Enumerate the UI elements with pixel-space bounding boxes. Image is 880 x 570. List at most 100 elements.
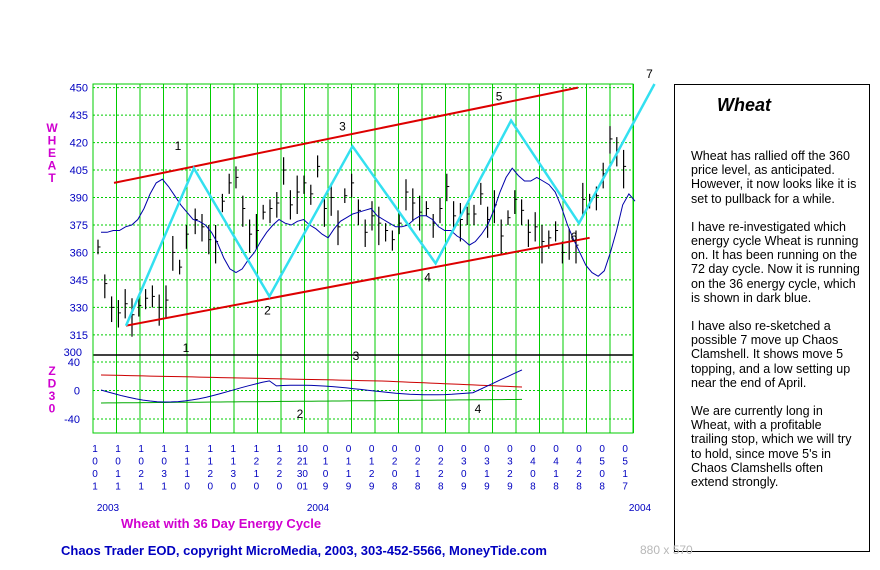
commentary-title: Wheat — [717, 95, 771, 115]
x-date-label: 0 — [369, 444, 375, 455]
x-date-label: 8 — [599, 482, 605, 493]
oscillator-move-label: 1 — [183, 341, 190, 355]
x-date-label: 0 — [207, 482, 213, 493]
x-date-label: 2 — [415, 457, 421, 468]
x-date-label: 0 — [507, 444, 513, 455]
price-tick-label: 390 — [70, 193, 88, 205]
x-date-label: 0 — [599, 444, 605, 455]
x-date-label: 3 — [484, 457, 490, 468]
x-date-label: 1 — [184, 469, 190, 480]
x-date-label: 1 — [346, 469, 352, 480]
price-tick-label: 435 — [70, 110, 88, 122]
x-date-label: 9 — [323, 482, 329, 493]
x-date-label: 4 — [530, 457, 536, 468]
plot-frame — [92, 83, 634, 434]
oscillator-tick-label: 40 — [68, 357, 80, 369]
year-label: 2003 — [97, 503, 120, 514]
x-date-label: 0 — [92, 469, 98, 480]
x-date-label: 1 — [369, 457, 375, 468]
x-date-label: 1 — [161, 482, 167, 493]
x-date-label: 0 — [553, 444, 559, 455]
price-tick-label: 330 — [70, 302, 88, 314]
price-axis-title-letter: A — [48, 159, 57, 173]
x-date-label: 3 — [461, 457, 467, 468]
oscillator-axis-title-letter: 3 — [49, 389, 56, 403]
x-date-label: 1 — [254, 469, 260, 480]
x-date-label: 1 — [254, 444, 260, 455]
x-date-label: 2 — [438, 457, 444, 468]
commentary-body: Wheat has rallied off the 360 price leve… — [691, 149, 861, 503]
cycle-move-label: 6 — [571, 230, 578, 244]
oscillator-tick-label: 0 — [74, 386, 80, 398]
price-marks: 1 2 3 4 5 6 7 — [97, 67, 656, 337]
x-date-label: 0 — [184, 482, 190, 493]
price-axis-title-letter: T — [48, 171, 56, 185]
x-date-label: 0 — [484, 444, 490, 455]
oscillator-axis-title-letter: D — [48, 377, 57, 391]
x-date-label: 21 — [297, 457, 309, 468]
x-date-label: 1 — [277, 444, 283, 455]
x-date-label: 0 — [138, 457, 144, 468]
x-date-label: 4 — [553, 457, 559, 468]
commentary-paragraph: I have also re-sketched a possible 7 mov… — [691, 319, 851, 390]
year-label: 2004 — [629, 503, 652, 514]
x-date-label: 2 — [138, 469, 144, 480]
lower-channel-line — [125, 236, 590, 327]
x-date-label: 7 — [622, 482, 628, 493]
x-date-label: 1 — [115, 444, 121, 455]
oscillator-red-line — [100, 374, 523, 388]
x-date-label: 9 — [369, 482, 375, 493]
x-date-label: 5 — [622, 457, 628, 468]
oscillator-axis-title-letter: 0 — [49, 402, 56, 416]
x-date-label: 3 — [231, 469, 237, 480]
price-tick-label: 420 — [70, 138, 88, 150]
oscillator-move-label: 2 — [297, 407, 304, 421]
price-tick-label: 375 — [70, 220, 88, 232]
commentary-paragraph: Wheat has rallied off the 360 price leve… — [691, 149, 857, 206]
oscillator-tick-label: -40 — [64, 414, 80, 426]
x-date-label: 2 — [277, 457, 283, 468]
x-date-label: 8 — [553, 482, 559, 493]
x-date-label: 1 — [207, 457, 213, 468]
price-tick-label: 315 — [70, 330, 88, 342]
x-date-label: 3 — [507, 457, 513, 468]
x-date-label: 0 — [92, 457, 98, 468]
cycle-move-label: 3 — [339, 119, 346, 133]
cycle-move-label: 1 — [175, 139, 182, 153]
x-date-label: 01 — [297, 482, 309, 493]
x-date-label: 0 — [461, 469, 467, 480]
x-date-label: 1 — [115, 482, 121, 493]
x-date-label: 5 — [599, 457, 605, 468]
x-date-label: 0 — [323, 469, 329, 480]
x-date-label: 0 — [438, 444, 444, 455]
x-date-label: 30 — [297, 469, 309, 480]
x-date-label: 1 — [161, 444, 167, 455]
x-date-label: 1 — [92, 444, 98, 455]
x-date-label: 0 — [115, 457, 121, 468]
cycle-move-label: 5 — [496, 90, 503, 104]
x-date-label: 9 — [461, 482, 467, 493]
x-date-label: 0 — [415, 444, 421, 455]
price-tick-label: 450 — [70, 83, 88, 95]
copyright-footer: Chaos Trader EOD, copyright MicroMedia, … — [61, 543, 547, 558]
x-date-label: 9 — [346, 482, 352, 493]
x-date-label: 0 — [161, 457, 167, 468]
oscillator-blue-line — [100, 369, 523, 403]
x-date-label: 0 — [392, 469, 398, 480]
upper-channel-line — [113, 86, 579, 184]
commentary-paragraph: I have re-investigated which energy cycl… — [691, 219, 860, 305]
price-axis-title-letter: H — [48, 134, 57, 148]
oscillator-marks: 1 2 3 4 — [100, 341, 523, 421]
x-date-label: 9 — [484, 482, 490, 493]
x-date-label: 1 — [138, 444, 144, 455]
x-date-label: 1 — [138, 482, 144, 493]
x-date-label: 8 — [392, 482, 398, 493]
x-date-label: 1 — [184, 457, 190, 468]
year-label: 2004 — [307, 503, 330, 514]
x-date-label: 1 — [115, 469, 121, 480]
x-date-label: 0 — [392, 444, 398, 455]
x-date-label: 0 — [530, 469, 536, 480]
x-date-label: 1 — [415, 469, 421, 480]
cycle-move-label: 7 — [646, 67, 653, 81]
